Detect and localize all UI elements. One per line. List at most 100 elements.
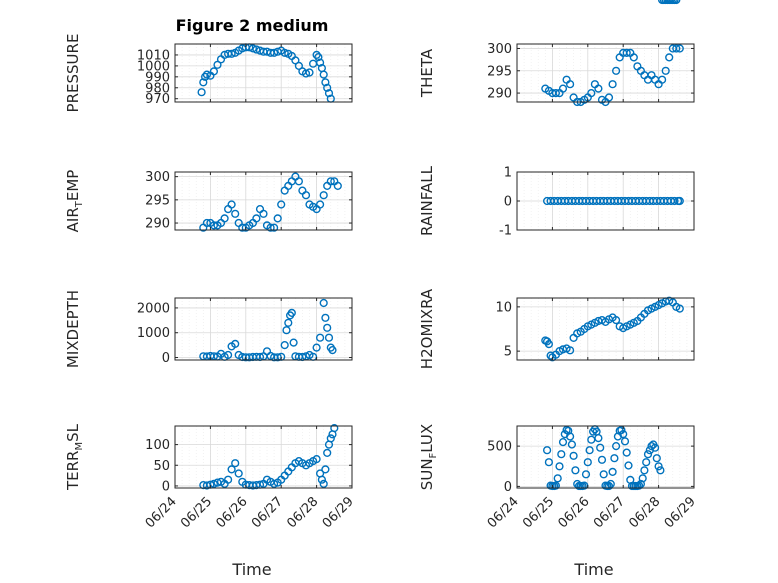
data-point (620, 437, 630, 446)
data-point (672, 44, 681, 53)
data-point (280, 48, 289, 57)
data-point (314, 52, 323, 62)
y-axis-label: MIXDEPTH (64, 290, 82, 368)
data-point (312, 50, 321, 60)
data-point (231, 459, 240, 468)
subplot-5: 0 1000 2000 MIXDEPTH (64, 290, 353, 368)
data-point (643, 450, 653, 459)
data-point (611, 66, 621, 75)
data-point (642, 458, 651, 467)
data-point (326, 177, 335, 186)
y-axis-label: AIRTEMP (64, 170, 85, 233)
data-point (319, 298, 328, 308)
data-point (585, 446, 594, 455)
data-point (599, 470, 608, 479)
data-point (252, 214, 261, 223)
data-point (555, 462, 564, 471)
data-point (231, 209, 240, 218)
data-point (259, 209, 268, 218)
data-point (321, 313, 330, 322)
data-point (551, 88, 561, 98)
data-point (248, 44, 258, 53)
data-point (622, 448, 631, 457)
y-tick-label: 300 (145, 170, 170, 185)
data-point (270, 48, 279, 57)
data-point (610, 454, 619, 463)
data-point (227, 200, 236, 209)
y-tick-label: 290 (487, 87, 512, 102)
data-point (675, 196, 684, 206)
axes-frame (516, 43, 695, 103)
axes-background (517, 426, 694, 488)
data-point (316, 200, 325, 209)
x-axis-label-right: Time (573, 560, 613, 579)
axes-frame (174, 171, 353, 231)
y-tick-label: 0 (162, 479, 170, 494)
y-tick-label: 1010 (137, 48, 170, 63)
data-point (316, 333, 325, 342)
data-point (640, 466, 649, 475)
data-point (569, 451, 578, 460)
y-axis-label: TERRMSL (64, 423, 85, 491)
data-point (319, 479, 328, 489)
data-point (201, 72, 210, 81)
data-point (654, 462, 663, 471)
data-point (197, 88, 206, 97)
data-point (652, 454, 661, 463)
y-tick-label: 295 (145, 193, 170, 208)
data-point (581, 470, 591, 479)
data-point (324, 333, 334, 342)
data-point (323, 83, 332, 92)
data-point (301, 69, 311, 78)
y-tick-label: 1000 (137, 326, 170, 341)
data-point (312, 455, 321, 464)
y-tick-label: 0 (162, 351, 170, 366)
data-point (280, 341, 289, 350)
y-tick-label: 980 (145, 81, 170, 96)
data-point (670, 196, 679, 206)
y-tick-label: 295 (487, 64, 512, 79)
data-point (202, 70, 212, 79)
data-point (596, 443, 605, 452)
data-point (202, 218, 212, 228)
data-point (324, 89, 334, 98)
data-point (542, 446, 552, 455)
data-point (608, 80, 617, 89)
data-point (289, 338, 298, 347)
subplot-6: 5 10 H2OMIXRA (418, 288, 695, 369)
data-point (282, 326, 291, 335)
subplot-3: 290 295 300 AIRTEMP (64, 170, 353, 233)
y-axis-label: H2OMIXRA (418, 288, 436, 369)
data-point (333, 181, 342, 191)
data-point (672, 0, 681, 5)
y-tick-label: 1000 (137, 59, 170, 74)
subplot-4: -1 0 1 RAINFALL (418, 165, 695, 239)
y-tick-label: 970 (145, 92, 170, 107)
data-point (606, 479, 615, 489)
data-point (650, 443, 660, 452)
axes-background (517, 298, 694, 360)
data-point (619, 430, 628, 439)
y-tick-label: 990 (145, 70, 170, 85)
data-point (266, 223, 275, 232)
y-tick-label: 50 (153, 459, 170, 474)
y-tick-label: 100 (145, 438, 170, 453)
data-point (252, 45, 261, 54)
data-point (583, 458, 592, 467)
data-point (209, 479, 219, 489)
y-tick-label: -1 (499, 224, 512, 239)
axes-background (175, 172, 352, 230)
data-point (587, 88, 596, 98)
data-point (611, 442, 621, 451)
data-point (224, 350, 233, 360)
data-point (220, 214, 229, 223)
data-point (319, 191, 328, 200)
data-point (209, 221, 219, 230)
data-point (312, 343, 321, 352)
y-tick-label: 1 (504, 166, 512, 181)
y-axis-label: THETA (418, 48, 436, 98)
data-point (544, 340, 554, 349)
data-point (675, 44, 684, 53)
